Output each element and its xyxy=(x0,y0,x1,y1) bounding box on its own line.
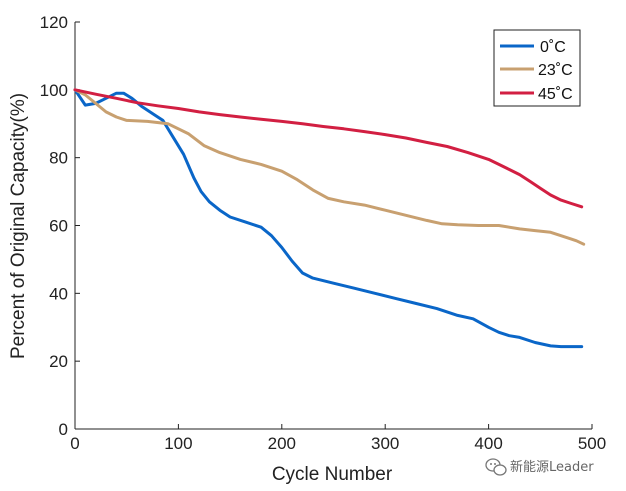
x-axis-title: Cycle Number xyxy=(272,464,393,485)
y-tick-label: 100 xyxy=(40,81,68,100)
x-tick-label: 400 xyxy=(474,434,502,453)
y-tick-label: 0 xyxy=(59,420,68,439)
watermark-text: 新能源Leader xyxy=(510,459,594,475)
y-tick-label: 80 xyxy=(49,149,68,168)
x-tick-label: 100 xyxy=(164,434,192,453)
y-axis-title: Percent of Original Capacity(%) xyxy=(8,93,29,359)
x-tick-label: 500 xyxy=(578,434,606,453)
x-tick-label: 0 xyxy=(70,434,79,453)
y-tick-label: 40 xyxy=(49,284,68,303)
watermark: 新能源Leader xyxy=(485,458,594,476)
legend-label-0c: 0˚C xyxy=(540,39,566,56)
x-tick-label: 200 xyxy=(268,434,296,453)
series-line-45c xyxy=(73,88,584,209)
legend-label-45c: 45˚C xyxy=(538,86,573,103)
series-layer xyxy=(73,88,586,349)
y-tick-label: 20 xyxy=(49,352,68,371)
wechat-icon xyxy=(485,458,507,476)
x-axis-ticks: 0 100 200 300 400 500 xyxy=(70,424,606,453)
y-tick-label: 120 xyxy=(40,13,68,32)
legend-label-23c: 23˚C xyxy=(538,62,573,79)
y-axis-ticks: 0 20 40 60 80 100 120 xyxy=(40,13,80,439)
series-line-23c xyxy=(73,88,586,246)
legend: 0˚C 23˚C 45˚C xyxy=(493,29,581,107)
y-tick-label: 60 xyxy=(49,217,68,236)
x-tick-label: 300 xyxy=(371,434,399,453)
